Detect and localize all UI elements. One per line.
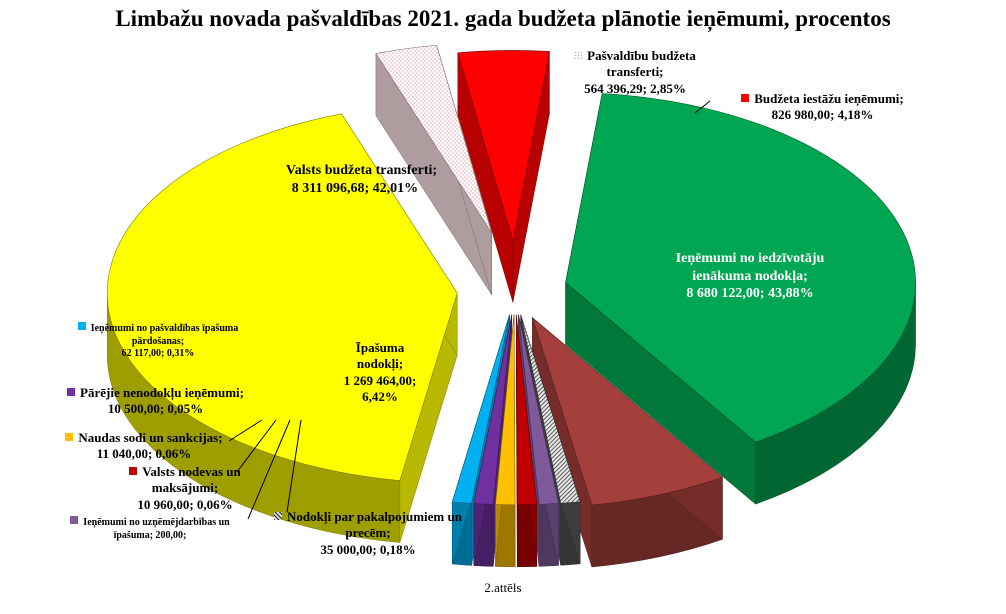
pie-slice-pbt [375, 44, 493, 296]
data-label-prec: Nodokļi par pakalpojumiem un precēm; 35 … [258, 509, 478, 558]
data-label-pbt: Pašvaldību budžeta transferti; 564 396,2… [560, 48, 710, 97]
pie-slice-iin [565, 93, 916, 505]
pie-slice-sodi [495, 314, 516, 568]
pie-slice-bii [457, 50, 550, 303]
leader-lines [228, 100, 711, 520]
data-label-sodi: Naudas sodi un sankcijas; 11 040,00; 0,0… [54, 430, 234, 463]
data-label-vnod: Valsts nodevas un maksājumi; 10 960,00; … [100, 464, 270, 513]
data-label-bii: Budžeta iestāžu ieņēmumi; 826 980,00; 4,… [715, 91, 930, 124]
data-label-ipas: Īpašuma nodokļi; 1 269 464,00; 6,42% [343, 340, 417, 404]
data-label-iin: Ieņēmumi no iedzīvotāju ienākuma nodokļa… [675, 251, 825, 301]
data-label-vbt: Valsts budžeta transferti; 8 311 096,68;… [250, 162, 460, 197]
data-label-uzn: Ieņēmumi no uzņēmējdarbības un īpašuma; … [50, 516, 250, 542]
data-label-parej: Pārējie nenodokļu ieņēmumi; 10 500,00; 0… [58, 385, 253, 418]
data-label-pard: Ieņēmumi no pašvaldības īpašuma pārdošan… [58, 322, 258, 361]
chart-title: Limbažu novada pašvaldības 2021. gada bu… [115, 6, 891, 31]
pie-slice-vnod [515, 314, 538, 568]
pie-slice-vbt [106, 112, 458, 543]
figure-caption: 2.attēls [484, 580, 522, 595]
